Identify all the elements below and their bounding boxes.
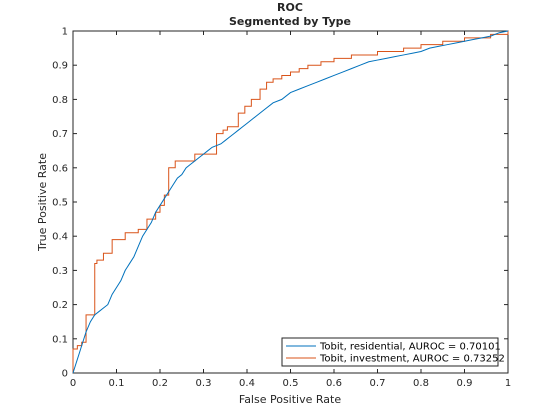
y-tick-label: 0.6 bbox=[52, 163, 68, 174]
x-axis-label: False Positive Rate bbox=[239, 393, 341, 406]
y-axis-label: True Positive Rate bbox=[36, 153, 49, 252]
x-tick-label: 0.7 bbox=[370, 378, 386, 389]
chart-subtitle: Segmented by Type bbox=[229, 15, 351, 28]
x-tick-label: 0.9 bbox=[457, 378, 473, 389]
x-tick-label: 1 bbox=[505, 378, 511, 389]
y-tick-label: 0.8 bbox=[52, 95, 68, 106]
plot-area: 0 0.1 0.2 0.3 0.4 0.5 0.6 0.7 0.8 0.9 1 0 0.1 0.2 0.3 0… bbox=[52, 27, 511, 390]
y-tick-label: 0 bbox=[62, 369, 68, 380]
legend-entry: Tobit, investment, AUROC = 0.73252 bbox=[319, 354, 505, 365]
y-tick-label: 0.4 bbox=[52, 232, 68, 243]
legend-entry: Tobit, residential, AUROC = 0.70101 bbox=[319, 342, 501, 353]
y-tick-label: 0.9 bbox=[52, 61, 68, 72]
x-tick-label: 0 bbox=[70, 378, 76, 389]
y-tick-label: 0.3 bbox=[52, 266, 68, 277]
x-tick-label: 0.6 bbox=[326, 378, 342, 389]
legend-box bbox=[281, 337, 499, 367]
x-tick-label: 0.2 bbox=[152, 378, 168, 389]
x-tick-label: 0.3 bbox=[196, 378, 212, 389]
chart-title: ROC bbox=[277, 1, 303, 14]
y-tick-label: 1 bbox=[62, 27, 68, 38]
x-tick-label: 0.8 bbox=[413, 378, 429, 389]
y-tick-label: 0.1 bbox=[52, 334, 68, 345]
y-tick-label: 0.2 bbox=[52, 300, 68, 311]
axes-box bbox=[72, 30, 509, 374]
x-tick-label: 0.1 bbox=[109, 378, 125, 389]
x-tick-label: 0.4 bbox=[239, 378, 255, 389]
x-tick-label: 0.5 bbox=[283, 378, 299, 389]
y-tick-label: 0.5 bbox=[52, 198, 68, 209]
roc-line-residential bbox=[72, 30, 509, 374]
roc-line-investment bbox=[72, 31, 509, 373]
y-tick-label: 0.7 bbox=[52, 129, 68, 140]
